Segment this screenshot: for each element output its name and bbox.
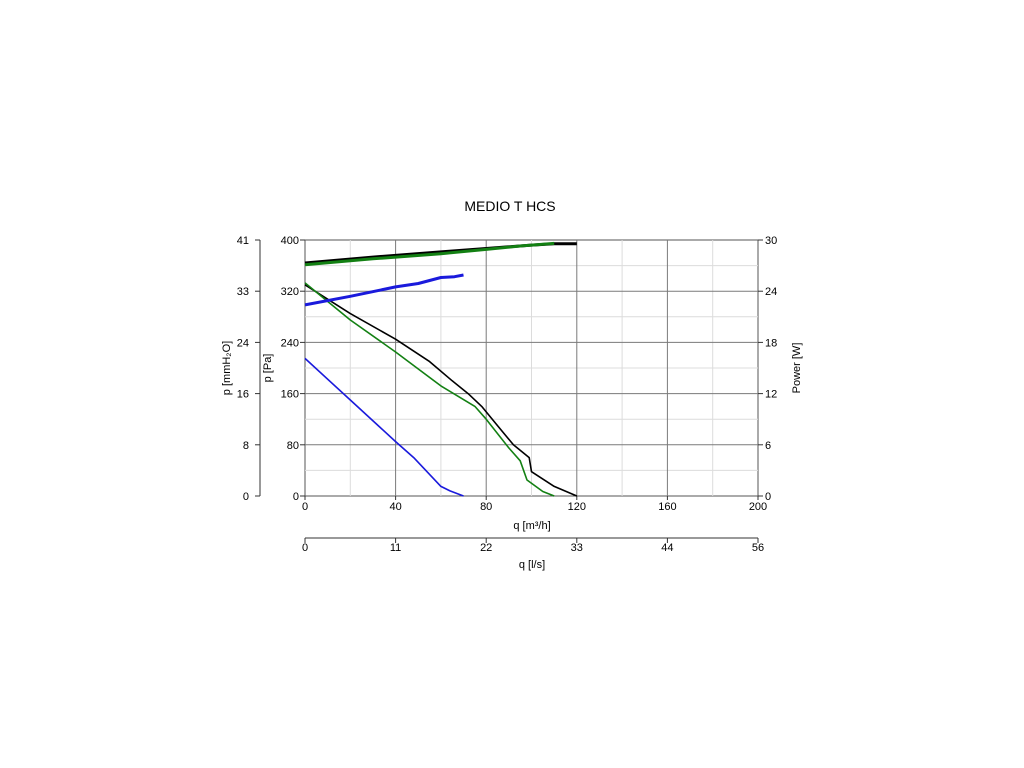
y-axis-pa-ticks: 0 80 160 240 320 400 bbox=[281, 235, 305, 503]
y-axis-pa-tick-label: 160 bbox=[281, 389, 299, 401]
y-axis-pa-tick-label: 240 bbox=[281, 337, 299, 349]
x-axis-tick-label: 160 bbox=[658, 501, 676, 513]
x-axis-label: q [m³/h] bbox=[513, 520, 550, 532]
x2-axis-tick-label: 33 bbox=[571, 542, 583, 554]
x-axis-tick-label: 40 bbox=[389, 501, 401, 513]
y-axis-mmh2o-tick-label: 41 bbox=[237, 235, 249, 247]
curves bbox=[304, 241, 578, 497]
y-axis-mmh2o-label: p [mmH₂O] bbox=[221, 341, 233, 395]
power-curve bbox=[304, 241, 555, 267]
x-axis-ticks: 0 40 80 120 160 200 bbox=[302, 496, 767, 513]
y-axis-pa-tick-label: 400 bbox=[281, 235, 299, 247]
x2-axis-tick-label: 22 bbox=[480, 542, 492, 554]
x-axis-tick-label: 200 bbox=[749, 501, 767, 513]
x-axis-tick-label: 120 bbox=[568, 501, 586, 513]
grid-minor bbox=[305, 240, 758, 496]
pressure-curve bbox=[304, 282, 555, 497]
y-axis-mmh2o-tick-label: 33 bbox=[237, 286, 249, 298]
pressure-curve bbox=[304, 284, 578, 497]
x-axis-tick-label: 0 bbox=[302, 501, 308, 513]
y-axis-pa-tick-label: 80 bbox=[287, 440, 299, 452]
pressure-curve bbox=[304, 357, 464, 497]
y-axis-pa-label: p [Pa] bbox=[262, 354, 274, 383]
x2-axis-label: q [l/s] bbox=[519, 559, 545, 571]
x2-axis-tick-label: 56 bbox=[752, 542, 764, 554]
y-axis-mmh2o-tick-label: 0 bbox=[243, 491, 249, 503]
y-axis-pa-tick-label: 0 bbox=[293, 491, 299, 503]
x2-axis-ticks: 0 11 22 33 44 56 bbox=[302, 538, 764, 554]
x-axis-tick-label: 80 bbox=[480, 501, 492, 513]
y-axis-mmh2o-tick-label: 8 bbox=[243, 440, 249, 452]
x2-axis-tick-label: 44 bbox=[661, 542, 673, 554]
x2-axis-tick-label: 0 bbox=[302, 542, 308, 554]
y-axis-mmh2o-ticks: 0 8 16 24 33 41 bbox=[237, 235, 260, 503]
y2-axis-power-ticks: 0 6 12 18 24 30 bbox=[758, 235, 777, 503]
x2-axis-tick-label: 11 bbox=[390, 542, 401, 554]
y-axis-mmh2o-tick-label: 24 bbox=[237, 337, 249, 349]
y2-axis-power-tick-label: 30 bbox=[765, 235, 777, 247]
y2-axis-power-label: Power [W] bbox=[791, 343, 803, 394]
y-axis-mmh2o-tick-label: 16 bbox=[237, 389, 249, 401]
y2-axis-power-tick-label: 24 bbox=[765, 286, 777, 298]
y2-axis-power-tick-label: 18 bbox=[765, 337, 777, 349]
chart-title: MEDIO T HCS bbox=[464, 198, 555, 214]
y2-axis-power-tick-label: 12 bbox=[765, 389, 777, 401]
power-curve bbox=[304, 273, 464, 307]
y2-axis-power-tick-label: 6 bbox=[765, 440, 771, 452]
y2-axis-power-tick-label: 0 bbox=[765, 491, 771, 503]
y-axis-pa-tick-label: 320 bbox=[281, 286, 299, 298]
